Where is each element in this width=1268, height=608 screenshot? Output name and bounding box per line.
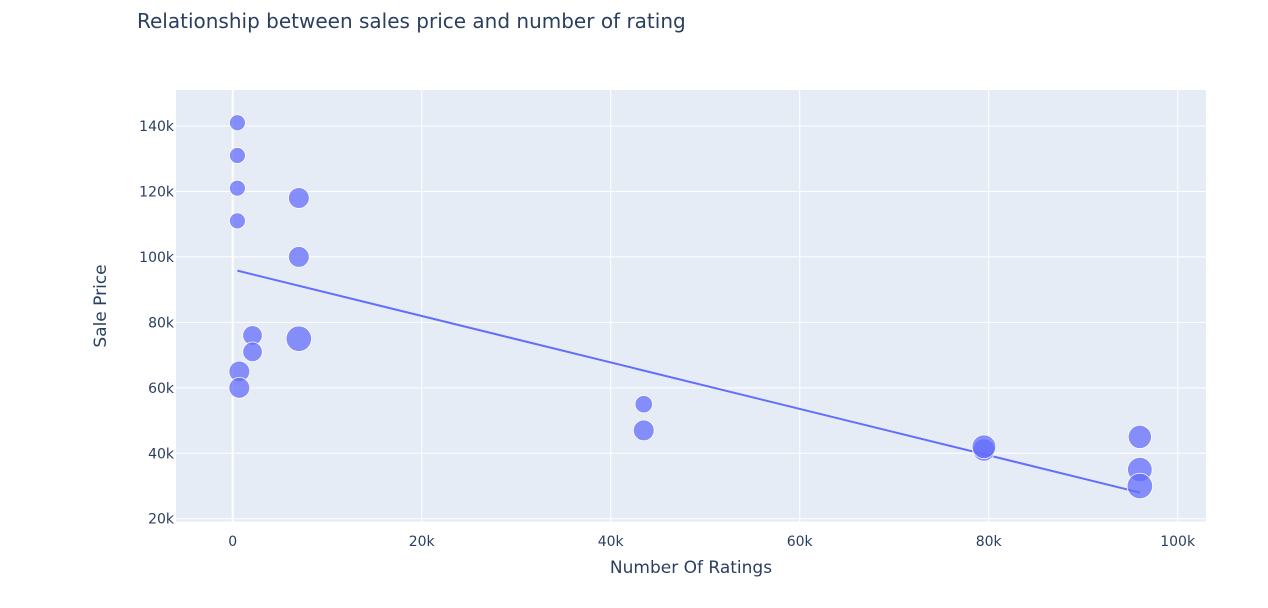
x-tick-label: 60k <box>787 534 814 550</box>
data-point[interactable] <box>229 114 246 132</box>
x-axis-title: Number Of Ratings <box>610 558 772 578</box>
data-point[interactable] <box>632 419 655 442</box>
data-point[interactable] <box>228 377 251 399</box>
y-tick-label: 100k <box>139 250 175 266</box>
data-point[interactable] <box>1126 472 1154 500</box>
y-tick-label: 20k <box>148 512 175 528</box>
data-point[interactable] <box>285 325 312 352</box>
data-point[interactable] <box>1127 424 1152 449</box>
plot-background <box>176 90 1206 522</box>
y-tick-label: 140k <box>139 119 175 135</box>
data-point[interactable] <box>971 434 997 459</box>
data-point[interactable] <box>288 187 310 209</box>
data-points <box>228 114 1154 500</box>
y-tick-label: 40k <box>148 446 175 462</box>
data-point[interactable] <box>229 147 246 164</box>
y-tick-labels: 20k 40k 60k 80k 100k 120k 140k <box>139 119 175 528</box>
x-tick-label: 80k <box>976 534 1003 550</box>
y-axis-title: Sale Price <box>91 264 111 347</box>
chart-title: Relationship between sales price and num… <box>137 9 686 33</box>
data-point[interactable] <box>229 179 246 197</box>
x-tick-label: 100k <box>1160 534 1196 550</box>
y-tick-label: 120k <box>139 184 175 200</box>
x-tick-label: 20k <box>409 534 436 550</box>
grid-lines <box>176 90 1206 523</box>
data-point[interactable] <box>242 341 263 363</box>
y-tick-label: 80k <box>148 315 175 331</box>
x-tick-label: 40k <box>598 534 625 550</box>
x-tick-labels: 0 20k 40k 60k 80k 100k <box>228 534 1196 550</box>
data-point[interactable] <box>634 395 653 414</box>
data-point[interactable] <box>229 212 246 230</box>
x-tick-label: 0 <box>228 534 237 550</box>
data-point[interactable] <box>288 246 310 268</box>
y-tick-label: 60k <box>148 381 175 397</box>
